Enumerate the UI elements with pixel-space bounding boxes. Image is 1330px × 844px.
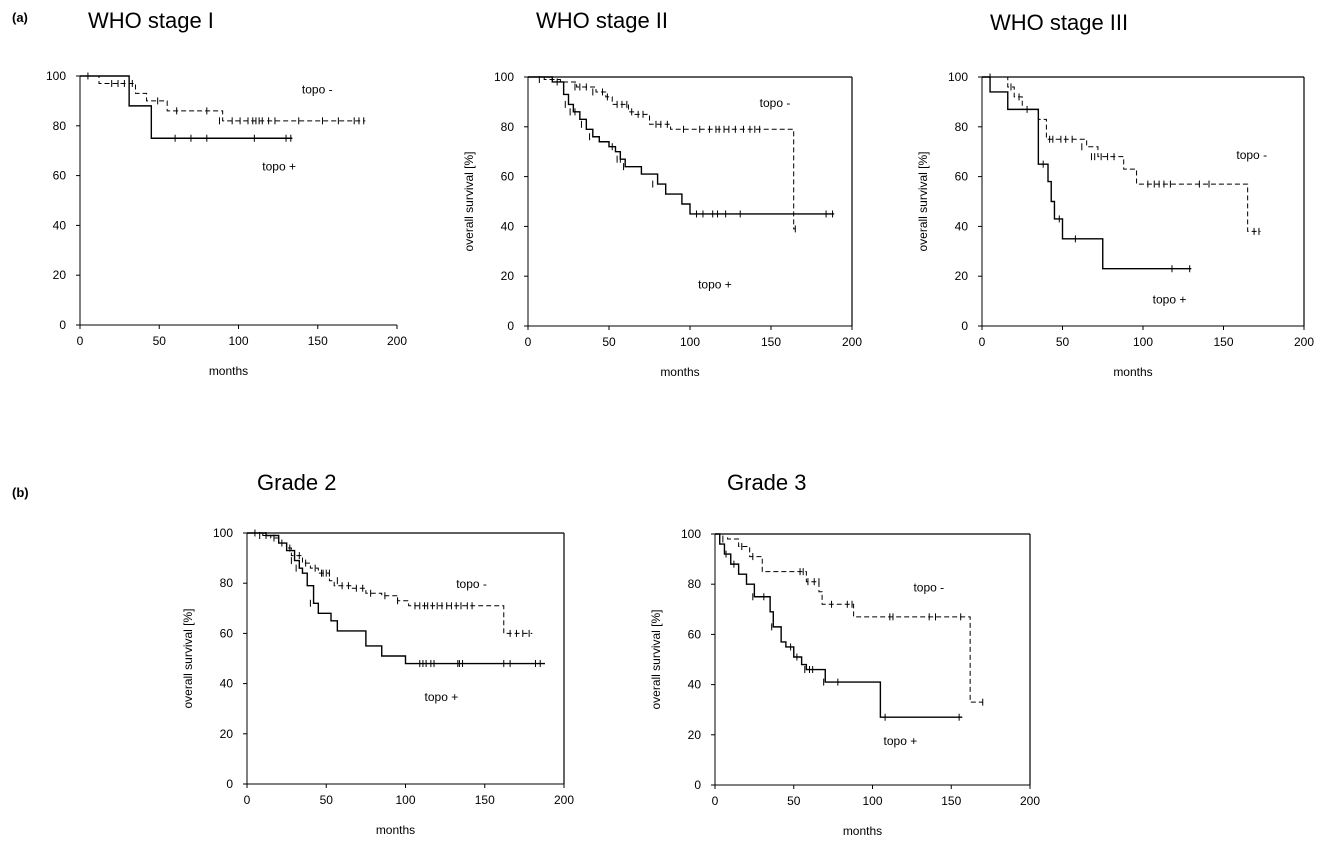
y-tick-label: 60 <box>53 169 67 183</box>
y-tick-label: 40 <box>955 219 969 233</box>
x-tick-label: 0 <box>979 335 986 349</box>
y-tick-label: 100 <box>494 70 514 84</box>
y-tick-label: 80 <box>220 576 234 590</box>
y-tick-label: 100 <box>681 527 701 541</box>
x-tick-label: 200 <box>842 335 862 349</box>
y-tick-label: 40 <box>501 219 515 233</box>
x-tick-label: 0 <box>77 334 84 348</box>
y-tick-label: 40 <box>220 677 234 691</box>
x-axis-label: months <box>209 364 248 378</box>
chart-who-stage-2: WHO stage II 0 50 100 150 200 0 20 40 60 80 100 mont… <box>462 8 862 379</box>
x-tick-label: 100 <box>228 334 248 348</box>
panel-label-a: (a) <box>12 10 28 25</box>
x-axis-label: months <box>376 823 415 837</box>
y-tick-label: 60 <box>688 627 702 641</box>
chart-title: Grade 2 <box>257 470 337 495</box>
curve-annotation: topo + <box>1153 293 1187 307</box>
panel-label-b: (b) <box>12 485 29 500</box>
y-tick-label: 0 <box>694 778 701 792</box>
y-tick-label: 0 <box>59 318 66 332</box>
curve-annotation: topo - <box>302 82 333 96</box>
chart-who-stage-3: WHO stage III 0 50 100 150 200 0 20 40 60 80 100 mon… <box>916 10 1314 379</box>
y-tick-label: 20 <box>688 728 702 742</box>
chart-grade-3: Grade 3 0 50 100 150 200 0 20 40 60 80 100 months ove… <box>649 470 1040 838</box>
x-tick-label: 100 <box>395 793 415 807</box>
x-tick-label: 50 <box>320 793 334 807</box>
chart-title: WHO stage III <box>990 10 1128 35</box>
curve-annotation: topo - <box>456 577 487 591</box>
curve-annotation: topo + <box>262 160 296 174</box>
curve-annotation: topo - <box>913 581 944 595</box>
y-axis-label: overall survival [%] <box>462 151 476 251</box>
x-tick-label: 0 <box>525 335 532 349</box>
x-tick-label: 200 <box>1294 335 1314 349</box>
x-tick-label: 50 <box>1056 335 1070 349</box>
x-tick-label: 0 <box>712 794 719 808</box>
y-tick-label: 0 <box>961 319 968 333</box>
y-tick-label: 60 <box>220 626 234 640</box>
survival-curve-topo-plus <box>528 76 835 215</box>
curve-annotation: topo - <box>760 96 791 110</box>
curve-annotation: topo - <box>1236 148 1267 162</box>
y-tick-label: 100 <box>213 526 233 540</box>
y-tick-label: 20 <box>501 269 515 283</box>
x-tick-label: 150 <box>308 334 328 348</box>
y-tick-label: 80 <box>501 120 515 134</box>
x-tick-label: 0 <box>244 793 251 807</box>
survival-curve-topo-minus <box>715 533 983 703</box>
y-tick-label: 0 <box>507 319 514 333</box>
y-tick-label: 20 <box>220 727 234 741</box>
chart-grade-2: Grade 2 0 50 100 150 200 0 20 40 60 80 100 months ove… <box>181 470 574 837</box>
x-axis-label: months <box>1113 365 1152 379</box>
survival-curve-topo-plus <box>982 76 1192 270</box>
y-tick-label: 60 <box>501 170 515 184</box>
x-axis-label: months <box>660 365 699 379</box>
chart-title: Grade 3 <box>727 470 807 495</box>
survival-curve-topo-plus <box>247 532 545 665</box>
y-tick-label: 80 <box>688 577 702 591</box>
x-tick-label: 150 <box>475 793 495 807</box>
x-tick-label: 50 <box>602 335 616 349</box>
curve-annotation: topo + <box>698 278 732 292</box>
chart-who-stage-1: WHO stage I 0 50 100 150 200 0 20 40 60 80 100 month… <box>46 8 407 378</box>
x-tick-label: 200 <box>1020 794 1040 808</box>
x-axis-label: months <box>843 824 882 838</box>
y-tick-label: 80 <box>53 119 67 133</box>
curve-annotation: topo + <box>425 690 459 704</box>
y-tick-label: 80 <box>955 120 969 134</box>
x-tick-label: 100 <box>862 794 882 808</box>
curve-annotation: topo + <box>884 734 918 748</box>
y-tick-label: 20 <box>955 269 969 283</box>
y-tick-label: 40 <box>53 218 67 232</box>
survival-curve-topo-plus <box>715 533 963 718</box>
x-tick-label: 200 <box>554 793 574 807</box>
chart-title: WHO stage I <box>88 8 214 33</box>
x-tick-label: 50 <box>787 794 801 808</box>
y-axis-label: overall survival [%] <box>649 609 663 709</box>
survival-curve-topo-minus <box>80 75 366 122</box>
x-tick-label: 150 <box>1213 335 1233 349</box>
y-tick-label: 100 <box>948 70 968 84</box>
y-axis-label: overall survival [%] <box>181 608 195 708</box>
x-tick-label: 150 <box>761 335 781 349</box>
y-tick-label: 100 <box>46 69 66 83</box>
survival-curve-topo-minus <box>982 76 1261 232</box>
x-tick-label: 200 <box>387 334 407 348</box>
y-tick-label: 60 <box>955 170 969 184</box>
y-tick-label: 0 <box>226 777 233 791</box>
x-tick-label: 150 <box>941 794 961 808</box>
chart-title: WHO stage II <box>536 8 668 33</box>
y-tick-label: 40 <box>688 678 702 692</box>
x-tick-label: 50 <box>153 334 167 348</box>
y-axis-label: overall survival [%] <box>916 151 930 251</box>
y-tick-label: 20 <box>53 268 67 282</box>
x-tick-label: 100 <box>1133 335 1153 349</box>
x-tick-label: 100 <box>680 335 700 349</box>
